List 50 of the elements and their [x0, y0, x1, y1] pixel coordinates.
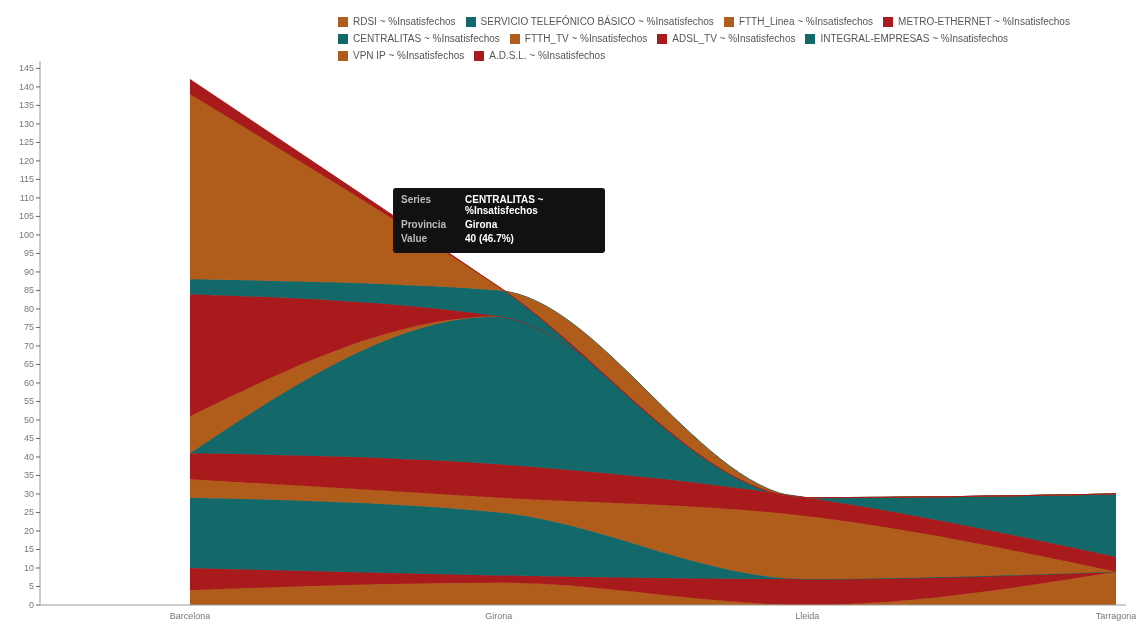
y-tick-label: 65 — [23, 359, 34, 370]
x-tick-label: Tarragona — [1095, 611, 1137, 622]
annotation: Value — [401, 233, 429, 244]
legend-label: METRO-ETHERNET ~ %Insatisfechos — [897, 16, 1070, 27]
y-tick-label: 80 — [23, 303, 34, 314]
y-tick-label: 120 — [18, 155, 34, 166]
legend-label: INTEGRAL-EMPRESAS ~ %Insatisfechos — [819, 33, 1009, 44]
y-tick-label: 90 — [23, 266, 34, 277]
y-tick-label: 50 — [23, 414, 34, 425]
y-tick-label: 85 — [23, 285, 34, 296]
y-tick-label: 35 — [23, 470, 34, 481]
y-tick-label: 115 — [19, 174, 34, 185]
y-tick-label: 105 — [18, 211, 34, 222]
y-tick-label: 5 — [28, 581, 34, 592]
y-tick-label: 30 — [23, 488, 34, 499]
annotation: Series — [401, 194, 433, 207]
y-tick-label: 10 — [23, 562, 34, 573]
legend-label: FTTH_TV ~ %Insatisfechos — [523, 33, 648, 44]
y-tick-label: 75 — [23, 322, 34, 333]
y-tick-label: 140 — [18, 81, 34, 92]
annotation: Girona — [465, 219, 499, 230]
y-tick-label: 15 — [23, 544, 34, 555]
legend-label: FTTH_Linea ~ %Insatisfechos — [737, 16, 874, 27]
annotation: 40 (46.7%) — [465, 233, 515, 244]
y-tick-label: 60 — [23, 377, 34, 388]
y-tick-label: 45 — [23, 433, 34, 444]
y-tick-label: 70 — [23, 340, 34, 351]
legend-label: A.D.S.L. ~ %Insatisfechos — [488, 50, 606, 61]
y-tick-label: 130 — [18, 118, 34, 129]
y-tick-label: 100 — [18, 229, 34, 240]
y-tick-label: 20 — [23, 525, 34, 536]
y-tick-label: 0 — [28, 600, 34, 610]
y-tick-label: 40 — [23, 451, 34, 462]
x-tick-label: Lleida — [795, 611, 820, 622]
x-tick-label: Barcelona — [169, 611, 211, 622]
y-tick-label: 125 — [18, 137, 34, 148]
legend-label: RDSI ~ %Insatisfechos — [352, 16, 456, 27]
legend-label: CENTRALITAS ~ %Insatisfechos — [352, 33, 500, 44]
annotation: CENTRALITAS ~ %Insatisfechos — [465, 194, 545, 216]
legend-label: VPN IP ~ %Insatisfechos — [352, 50, 465, 61]
y-tick-label: 145 — [18, 63, 34, 74]
legend-label: SERVICIO TELEFÓNICO BÁSICO ~ %Insatisfechos — [479, 16, 714, 27]
x-tick-label: Girona — [485, 611, 513, 622]
y-tick-label: 55 — [23, 396, 34, 407]
y-tick-label: 25 — [23, 507, 34, 518]
legend-label: ADSL_TV ~ %Insatisfechos — [671, 33, 796, 44]
annotation: Provincia — [401, 219, 448, 230]
y-tick-label: 135 — [18, 100, 34, 111]
y-tick-label: 95 — [23, 248, 34, 259]
y-tick-label: 110 — [19, 192, 34, 203]
